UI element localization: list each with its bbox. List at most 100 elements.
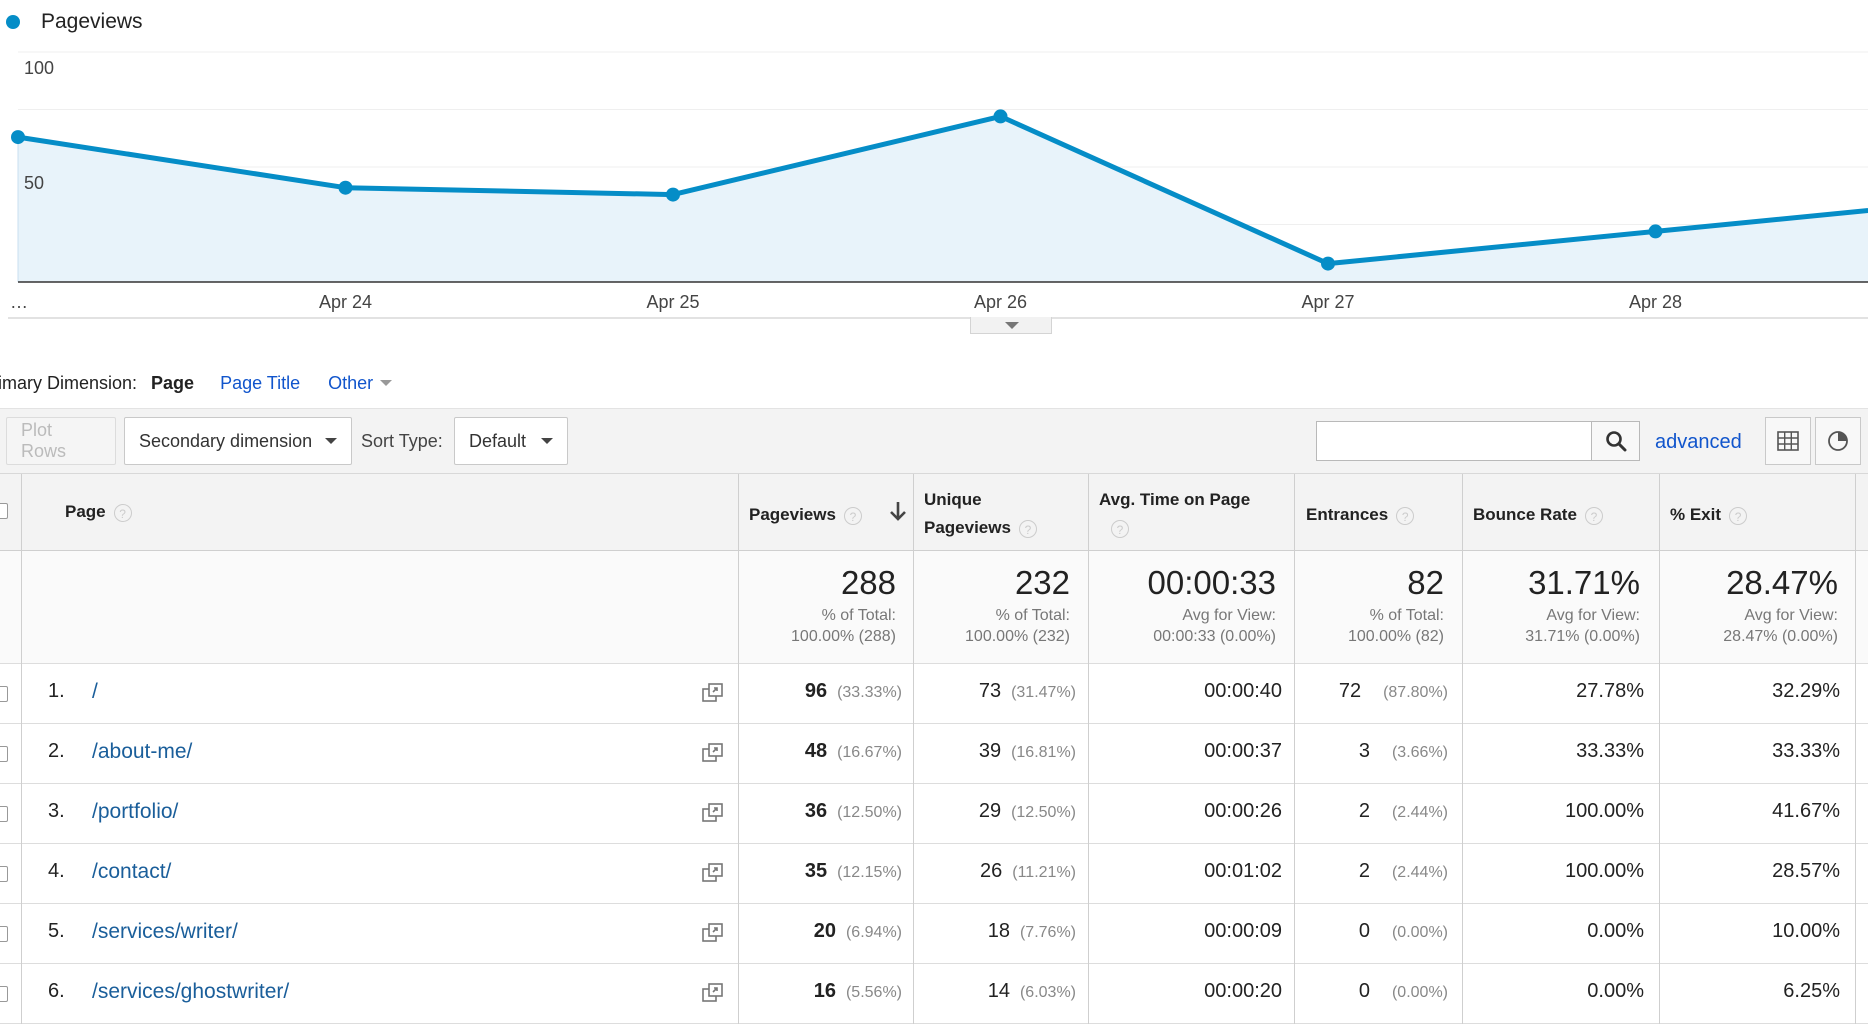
row-checkbox[interactable] xyxy=(0,686,8,702)
header-avg-time-label: Avg. Time on Page xyxy=(1099,490,1251,509)
table-search-input[interactable] xyxy=(1316,421,1592,461)
help-icon[interactable]: ? xyxy=(1111,519,1129,538)
total-unique-value: 232 xyxy=(1014,564,1070,601)
help-icon[interactable]: ? xyxy=(1396,506,1415,525)
header-entrances[interactable]: Entrances? xyxy=(1306,501,1415,529)
help-icon[interactable]: ? xyxy=(1018,519,1037,538)
pageviews-value: 16 xyxy=(813,980,836,1002)
data-point[interactable] xyxy=(1321,256,1335,271)
page-link[interactable]: / xyxy=(92,680,98,703)
exit-cell: 41.67% xyxy=(1772,800,1840,822)
dimension-page-active[interactable]: Page xyxy=(151,372,195,393)
table-view-button[interactable] xyxy=(1765,417,1811,465)
entrances-value: 2 xyxy=(1358,800,1370,822)
open-page-external-icon[interactable] xyxy=(702,863,724,883)
entrances-percent: (2.44%) xyxy=(1391,864,1448,881)
help-icon[interactable]: ? xyxy=(1584,506,1603,525)
header-bounce-rate[interactable]: Bounce Rate? xyxy=(1473,501,1603,529)
row-number: 2. xyxy=(48,740,65,762)
data-point[interactable] xyxy=(1648,224,1663,239)
row-checkbox[interactable] xyxy=(0,926,8,942)
advanced-filter-link[interactable]: advanced xyxy=(1655,431,1742,453)
pie-view-button[interactable] xyxy=(1815,417,1861,465)
help-icon[interactable]: ? xyxy=(113,503,132,522)
dimension-other-dropdown[interactable]: Other xyxy=(328,372,393,394)
total-entrances-note2: 100.00% (82) xyxy=(1347,628,1444,645)
help-icon[interactable]: ? xyxy=(843,506,862,525)
total-avg-time-value: 00:00:33 xyxy=(1147,564,1276,601)
bounce-rate-cell: 0.00% xyxy=(1587,980,1644,1002)
row-number: 3. xyxy=(48,800,65,822)
header-exit[interactable]: % Exit? xyxy=(1670,501,1748,529)
entrances-cell: 72 (87.80%) xyxy=(1339,680,1448,703)
data-point[interactable] xyxy=(666,187,680,202)
row-checkbox[interactable] xyxy=(0,746,8,762)
pageviews-percent: (33.33%) xyxy=(837,684,902,701)
open-page-external-icon[interactable] xyxy=(702,983,724,1003)
select-all-checkbox[interactable] xyxy=(0,503,8,519)
exit-cell: 33.33% xyxy=(1772,740,1840,762)
page-link[interactable]: /about-me/ xyxy=(92,740,193,763)
bounce-rate-cell: 33.33% xyxy=(1576,740,1644,762)
pageviews-percent: (12.50%) xyxy=(837,804,902,821)
data-point[interactable] xyxy=(338,180,353,195)
open-page-external-icon[interactable] xyxy=(702,923,724,943)
legend-dot-icon xyxy=(6,15,20,29)
dimension-other-label: Other xyxy=(328,372,374,393)
y-tick-label: 100 xyxy=(24,58,54,78)
data-point[interactable] xyxy=(993,109,1008,124)
chart-legend[interactable]: Pageviews xyxy=(6,10,143,34)
pageviews-value: 48 xyxy=(804,740,828,762)
header-unique-line1: Unique xyxy=(924,490,982,509)
help-icon[interactable]: ? xyxy=(1729,506,1748,525)
triangle-down-icon xyxy=(1005,322,1019,329)
row-number: 1. xyxy=(48,680,65,702)
sort-type-dropdown[interactable]: Default xyxy=(454,417,568,465)
entrances-cell: 3 (3.66%) xyxy=(1359,740,1448,763)
pageviews-value: 20 xyxy=(813,920,836,942)
page-link[interactable]: /services/writer/ xyxy=(92,920,238,943)
search-button[interactable] xyxy=(1592,421,1640,461)
open-page-external-icon[interactable] xyxy=(702,743,724,763)
row-checkbox[interactable] xyxy=(0,866,8,882)
open-page-external-icon[interactable] xyxy=(702,683,724,703)
sort-type-value: Default xyxy=(469,430,527,451)
header-unique-pageviews[interactable]: Unique Pageviews? xyxy=(924,486,1037,542)
caret-down-icon xyxy=(541,438,553,444)
open-page-external-icon[interactable] xyxy=(702,803,724,823)
row-checkbox[interactable] xyxy=(0,986,8,1002)
sort-descending-arrow-icon[interactable] xyxy=(889,500,907,522)
header-avg-time[interactable]: Avg. Time on Page ? xyxy=(1099,486,1250,542)
secondary-dimension-dropdown[interactable]: Secondary dimension xyxy=(124,417,352,465)
pageviews-cell: 36 (12.50%) xyxy=(805,800,902,823)
entrances-value: 0 xyxy=(1358,980,1370,1002)
unique-pageviews-value: 18 xyxy=(987,920,1010,942)
chart-collapse-handle[interactable] xyxy=(970,317,1052,334)
total-avg-time-note1: Avg for View: xyxy=(1182,607,1276,624)
total-bounce-rate-note2: 31.71% (0.00%) xyxy=(1525,628,1640,645)
entrances-percent: (2.44%) xyxy=(1391,804,1448,821)
page-link[interactable]: /contact/ xyxy=(92,860,172,883)
unique-pageviews-percent: (6.03%) xyxy=(1019,984,1076,1001)
sort-type-label: Sort Type: xyxy=(361,431,443,451)
header-pageviews[interactable]: Pageviews? xyxy=(749,501,862,529)
pageviews-cell: 48 (16.67%) xyxy=(805,740,902,763)
page-link[interactable]: /portfolio/ xyxy=(92,800,179,823)
dimension-page-title-link[interactable]: Page Title xyxy=(220,372,301,393)
row-checkbox[interactable] xyxy=(0,806,8,822)
data-point[interactable] xyxy=(11,130,25,145)
table-row: 1. / 96 (33.33%) 73 (31.47%) 00:00:40 72 (87.80%… xyxy=(0,664,1868,724)
avg-time-cell: 00:00:20 xyxy=(1204,980,1282,1002)
total-pageviews-note2: 100.00% (288) xyxy=(791,628,896,645)
x-tick-label: Apr 26 xyxy=(974,292,1027,312)
primary-dimension-bar: rimary Dimension: Page Page Title Other xyxy=(0,370,393,396)
total-unique-pageviews: 232 % of Total: 100.00% (232) xyxy=(965,561,1070,647)
unique-pageviews-cell: 29 (12.50%) xyxy=(979,800,1076,823)
table-row: 5. /services/writer/20 (6.94%) 18 (7.76%) 00:… xyxy=(0,904,1868,964)
total-unique-note2: 100.00% (232) xyxy=(965,628,1070,645)
bounce-rate-cell: 100.00% xyxy=(1565,800,1644,822)
plot-rows-button[interactable]: Plot Rows xyxy=(6,417,116,465)
pageviews-value: 36 xyxy=(804,800,828,822)
unique-pageviews-cell: 18 (7.76%) xyxy=(988,920,1076,943)
page-link[interactable]: /services/ghostwriter/ xyxy=(92,980,290,1003)
